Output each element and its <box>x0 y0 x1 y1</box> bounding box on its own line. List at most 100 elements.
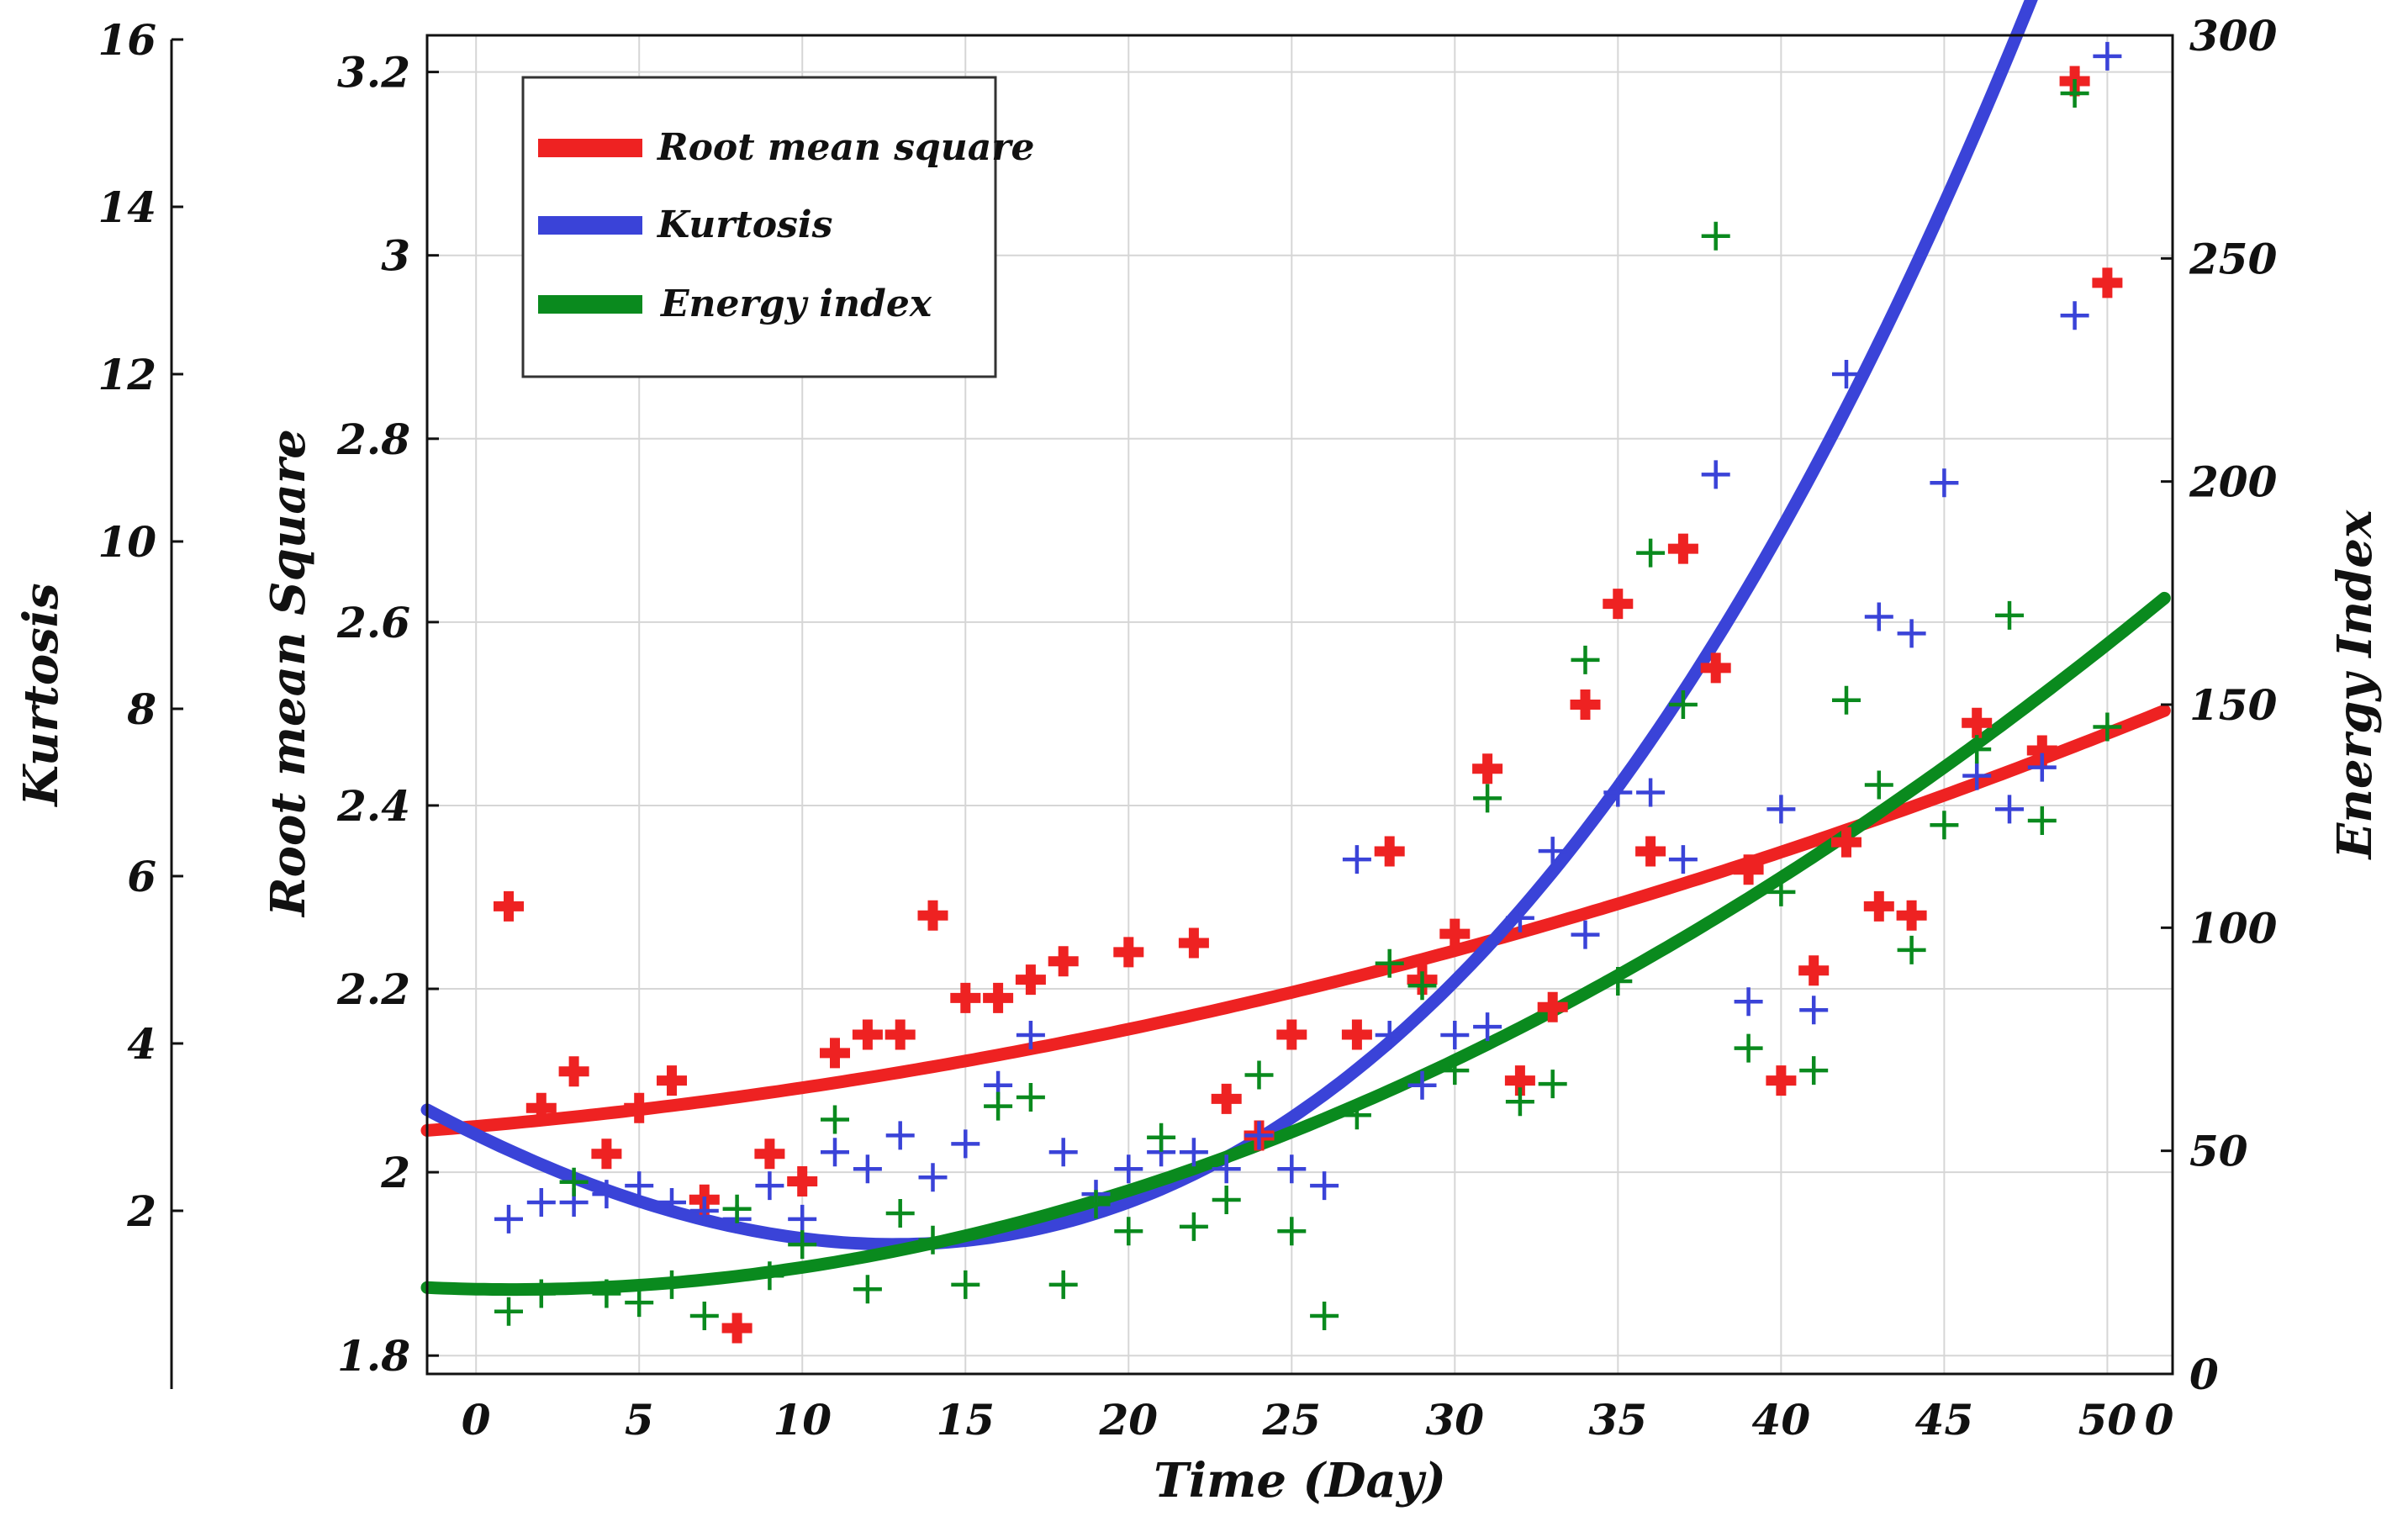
point-kurtosis <box>1766 795 1796 824</box>
point-energy-index <box>526 1279 556 1308</box>
x-tick-label: 0 <box>462 1395 491 1445</box>
point-energy-index <box>2093 712 2122 742</box>
point-energy-index <box>788 1230 817 1260</box>
rms-tick-label: 3.2 <box>337 48 410 98</box>
point-root-mean-square <box>1962 707 1993 738</box>
energy-tick-label: 300 <box>2189 11 2278 61</box>
point-kurtosis <box>755 1171 784 1201</box>
point-energy-index <box>1701 221 1730 251</box>
rms-tick-label: 2.6 <box>336 598 410 647</box>
kurtosis-tick-label: 10 <box>98 517 156 567</box>
point-root-mean-square <box>787 1166 818 1197</box>
point-root-mean-square <box>1570 689 1601 720</box>
point-kurtosis <box>1701 460 1730 489</box>
point-energy-index <box>1766 877 1796 906</box>
point-energy-index <box>1179 1212 1208 1241</box>
x-tick-label: 45 <box>1915 1395 1974 1445</box>
point-energy-index <box>1734 1033 1763 1063</box>
point-energy-index <box>1048 1270 1078 1299</box>
point-kurtosis <box>1440 1021 1470 1049</box>
x-tick-label: 25 <box>1262 1395 1322 1445</box>
point-root-mean-square <box>820 1038 850 1069</box>
point-kurtosis <box>1995 795 2024 824</box>
point-energy-index <box>2060 79 2089 108</box>
point-root-mean-square <box>1635 836 1666 867</box>
energy-tick-label: 200 <box>2189 457 2278 507</box>
point-kurtosis <box>1277 1154 1307 1184</box>
point-energy-index <box>821 1105 849 1134</box>
axes: 0 5 10 15 20 25 30 35 40 45 50 01.822.22.42.62.833.… <box>98 11 2277 1445</box>
energy-axis-label: Energy Index <box>2327 510 2383 860</box>
point-kurtosis <box>951 1129 980 1159</box>
point-kurtosis <box>821 1138 849 1167</box>
point-kurtosis <box>1832 360 1861 388</box>
point-root-mean-square <box>1211 1083 1242 1114</box>
point-kurtosis <box>2093 41 2122 71</box>
point-energy-index <box>1930 811 1959 840</box>
point-energy-index <box>1962 735 1992 764</box>
point-energy-index <box>1571 645 1600 674</box>
point-root-mean-square <box>1341 1019 1372 1050</box>
point-root-mean-square <box>624 1092 655 1123</box>
point-kurtosis <box>885 1121 915 1150</box>
point-root-mean-square <box>1863 890 1894 922</box>
legend-label-kurtosis: Kurtosis <box>656 203 832 246</box>
point-energy-index <box>1081 1190 1111 1219</box>
rms-tick-label: 2.8 <box>336 415 410 464</box>
fit-curves <box>420 0 2171 1297</box>
kurtosis-tick-label: 14 <box>98 182 156 232</box>
point-kurtosis <box>2027 753 2057 782</box>
point-kurtosis <box>788 1204 817 1234</box>
point-kurtosis <box>1310 1171 1339 1201</box>
point-energy-index <box>1310 1302 1339 1330</box>
point-root-mean-square <box>983 982 1014 1013</box>
point-energy-index <box>1375 948 1404 978</box>
point-kurtosis <box>494 1204 523 1234</box>
point-energy-index <box>1603 967 1633 996</box>
point-kurtosis <box>1897 619 1926 648</box>
point-root-mean-square <box>1603 589 1634 620</box>
point-root-mean-square <box>1896 900 1927 931</box>
point-kurtosis <box>853 1154 882 1184</box>
rms-tick-label: 2.4 <box>336 781 410 831</box>
x-tick-label-extra: 0 <box>2145 1395 2174 1445</box>
x-tick-label: 50 <box>2078 1395 2137 1445</box>
x-tick-label: 5 <box>625 1395 654 1445</box>
rms-tick-label: 1.8 <box>337 1331 410 1381</box>
point-energy-index <box>1897 935 1926 964</box>
point-root-mean-square <box>1700 652 1731 684</box>
point-energy-index <box>1440 1056 1470 1086</box>
point-kurtosis <box>689 1197 719 1225</box>
point-energy-index <box>984 1091 1013 1121</box>
point-energy-index <box>951 1270 980 1299</box>
point-kurtosis <box>1407 1070 1437 1100</box>
point-root-mean-square <box>1113 937 1144 968</box>
point-kurtosis <box>625 1171 654 1201</box>
point-root-mean-square <box>1766 1065 1797 1096</box>
kurtosis-tick-label: 2 <box>126 1186 156 1236</box>
point-kurtosis <box>2060 301 2089 330</box>
point-root-mean-square <box>1667 533 1698 564</box>
point-root-mean-square <box>591 1138 622 1170</box>
x-axis-label: Time (Day) <box>1154 1453 1446 1508</box>
energy-tick-label: 100 <box>2189 903 2278 953</box>
point-root-mean-square <box>657 1065 687 1096</box>
energy-tick-label: 0 <box>2189 1350 2219 1399</box>
point-energy-index <box>1505 1087 1534 1117</box>
point-root-mean-square <box>1015 964 1046 996</box>
point-energy-index <box>592 1279 621 1308</box>
point-energy-index <box>559 1167 589 1197</box>
x-tick-label: 35 <box>1589 1395 1648 1445</box>
point-energy-index <box>885 1199 915 1228</box>
x-tick-label: 10 <box>773 1395 832 1445</box>
point-energy-index <box>1799 1056 1829 1086</box>
point-kurtosis <box>918 1163 948 1192</box>
kurtosis-tick-label: 4 <box>127 1019 156 1069</box>
point-kurtosis <box>1864 602 1893 631</box>
point-energy-index <box>1147 1123 1176 1152</box>
point-root-mean-square <box>1374 836 1405 867</box>
point-kurtosis <box>1179 1138 1208 1167</box>
point-kurtosis <box>1212 1154 1241 1184</box>
point-kurtosis <box>1799 996 1829 1025</box>
point-energy-index <box>2027 806 2057 835</box>
